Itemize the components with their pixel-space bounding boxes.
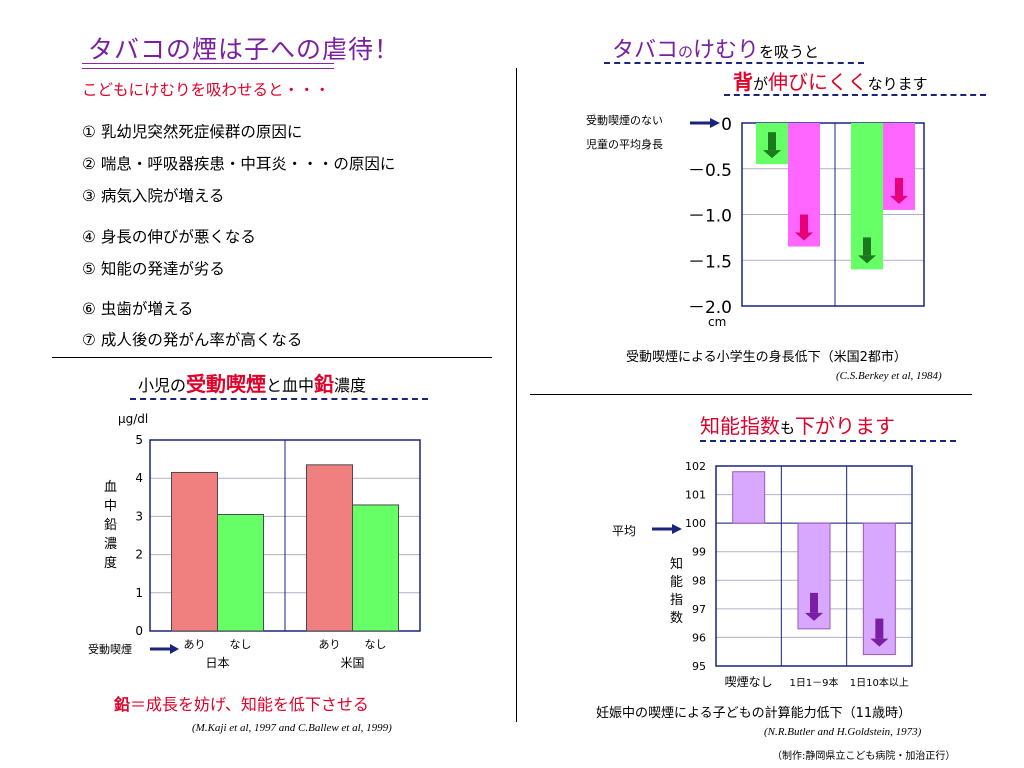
- down-arrow-icon: [890, 177, 908, 204]
- iq-ytick: 101: [685, 489, 706, 502]
- lead-ytick: 5: [135, 433, 143, 447]
- left-separator: [52, 357, 492, 358]
- list-item: ⑤ 知能の発達が劣る: [82, 260, 225, 278]
- right-separator: [530, 394, 972, 395]
- height-heading-underline-1: [604, 62, 864, 64]
- iq-category-label: 喫煙なし: [725, 675, 773, 689]
- lead-heading-underline: [130, 398, 428, 400]
- down-arrow-icon-shaft: [768, 132, 776, 151]
- ref-arrow-icon: [690, 118, 720, 128]
- down-arrow-icon-head: [870, 638, 889, 647]
- lead-category-label: あり: [184, 638, 206, 651]
- height-chart: 0 －0.5 －1.0 －1.5 －2.0: [688, 115, 925, 318]
- down-arrow-icon: [870, 618, 889, 647]
- lead-group-label: 米国: [340, 656, 364, 670]
- subtitle: こどもにけむりを吸わせると・・・: [82, 81, 331, 99]
- lead-ylabel: 血中鉛濃度: [104, 480, 118, 571]
- height-citation: (C.S.Berkey et al, 1984): [836, 370, 942, 382]
- lead-ytick: 0: [135, 624, 143, 638]
- lead-bar: [352, 504, 399, 632]
- list-item: ② 喘息・呼吸器疾患・中耳炎・・・の原因に: [82, 155, 396, 173]
- lead-ytick: 2: [135, 548, 143, 562]
- page-title: タバコの煙は子への虐待！: [88, 35, 401, 64]
- list-item: ⑥ 虫歯が増える: [82, 300, 194, 318]
- lead-category-label: なし: [230, 638, 252, 651]
- down-arrow-icon: [795, 214, 813, 241]
- down-arrow-icon-head: [805, 612, 823, 621]
- iq-category-label: 1日10本以上: [850, 676, 909, 689]
- height-ytick: －0.5: [688, 161, 732, 181]
- down-arrow-icon-shaft: [895, 177, 903, 196]
- height-ytick: －1.5: [688, 252, 732, 272]
- lead-footer: 鉛＝成長を妨げ、知能を低下させる: [114, 695, 369, 714]
- down-arrow-icon-shaft: [800, 214, 808, 233]
- down-arrow-icon-head: [890, 195, 908, 204]
- title-underline: [82, 63, 334, 69]
- iq-plot-frame: [715, 465, 913, 667]
- down-arrow-icon-head: [858, 255, 876, 264]
- iq-chart: 102 101 100 99 98 97 96 95 喫煙なし 1日1－9本 1日10本以上: [685, 460, 913, 689]
- lead-bar: [306, 464, 353, 632]
- list-item: ③ 病気入院が増える: [82, 187, 225, 205]
- height-ytick: －2.0: [688, 298, 732, 318]
- lead-group-label: 日本: [205, 656, 229, 670]
- list-item: ④ 身長の伸びが悪くなる: [82, 228, 256, 246]
- lead-category-label: なし: [365, 638, 387, 651]
- exposure-label: 受動喫煙: [88, 643, 132, 656]
- iq-bar: [732, 471, 766, 524]
- iq-heading: 知能指数も下がります: [700, 414, 896, 438]
- iq-ytick: 96: [692, 631, 706, 644]
- down-arrow-icon-shaft: [810, 592, 818, 613]
- lead-ytick: 1: [135, 586, 143, 600]
- iq-ytick: 95: [692, 660, 706, 673]
- lead-unit: μg/dl: [118, 412, 149, 426]
- down-arrow-icon-head: [763, 150, 781, 159]
- iq-ylabel: 知能指数: [670, 557, 684, 626]
- lead-bar: [171, 471, 218, 632]
- center-divider: [516, 68, 517, 722]
- lead-ytick: 3: [135, 509, 143, 523]
- down-arrow-icon-shaft: [875, 618, 884, 639]
- iq-category-label: 1日1－9本: [789, 676, 838, 689]
- height-ytick: 0: [721, 115, 732, 135]
- height-heading-underline-2: [724, 94, 986, 96]
- ref-label-line1: 受動喫煙のない: [586, 114, 663, 127]
- credit: （制作:静岡県立こども病院・加治正行）: [772, 751, 956, 762]
- iq-bar: [797, 522, 831, 630]
- down-arrow-icon: [763, 132, 781, 159]
- height-caption: 受動喫煙による小学生の身長低下（米国2都市）: [626, 350, 907, 365]
- iq-caption: 妊娠中の喫煙による子どもの計算能力低下（11歳時）: [596, 706, 912, 721]
- list-item: ① 乳幼児突然死症候群の原因に: [82, 123, 303, 141]
- exposure-arrow-icon: [150, 644, 179, 654]
- down-arrow-icon: [805, 592, 823, 621]
- lead-citation: (M.Kaji et al, 1997 and C.Ballew et al, …: [192, 722, 392, 734]
- iq-average-label: 平均: [612, 524, 637, 538]
- lead-heading: 小児の受動喫煙と血中鉛濃度: [138, 372, 367, 396]
- ref-label-line2: 児童の平均身長: [586, 138, 663, 151]
- iq-ytick: 97: [692, 603, 706, 616]
- lead-bar: [217, 513, 264, 632]
- down-arrow-icon-shaft: [863, 237, 871, 256]
- iq-ytick: 102: [685, 460, 706, 473]
- iq-ytick: 98: [692, 574, 706, 587]
- lead-category-label: あり: [319, 638, 341, 651]
- iq-ytick: 99: [692, 546, 706, 559]
- down-arrow-icon-head: [795, 232, 813, 241]
- iq-ytick: 100: [685, 517, 706, 530]
- list-item: ⑦ 成人後の発がん率が高くなる: [82, 331, 303, 349]
- height-heading-line2: 背が伸びにくくなります: [733, 70, 928, 94]
- height-ytick: －1.0: [688, 207, 732, 227]
- height-heading-line1: タバコのけむりを吸うと: [612, 38, 820, 63]
- height-unit: cm: [708, 315, 727, 329]
- iq-heading-underline: [700, 440, 956, 442]
- lead-ytick: 4: [135, 471, 143, 485]
- average-arrow-icon: [652, 524, 682, 534]
- down-arrow-icon: [858, 237, 876, 264]
- iq-citation: (N.R.Butler and H.Goldstein, 1973): [764, 726, 922, 738]
- height-plot-frame: [741, 122, 925, 307]
